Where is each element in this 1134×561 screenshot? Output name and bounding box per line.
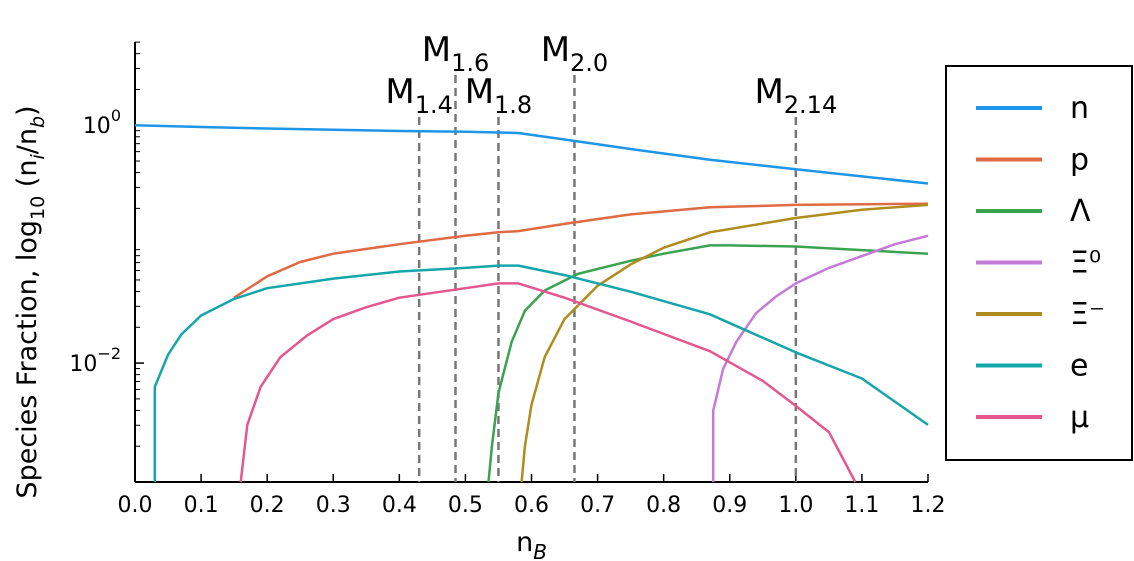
mass-marker-label: M1.4 [385,72,453,119]
series-line-Ξ⁰ [711,234,929,482]
x-tick-label: 0.0 [118,493,153,518]
y-axis-title-sub: b [27,116,49,128]
y-tick-label: 10−2 [69,344,121,377]
x-axis-title-base: n [516,527,533,558]
series-line-e [153,264,929,482]
y-axis-title-text: Species Fraction, log [12,220,43,499]
mass-marker-sub: 2.0 [570,49,608,77]
series-line-μ [239,282,857,483]
x-tick-label: 0.4 [382,493,417,518]
x-tick-label: 1.1 [844,493,879,518]
y-tick-label: 100 [83,106,121,139]
x-tick-label: 0.7 [580,493,615,518]
legend-label: n [1070,91,1089,126]
mass-marker-sub: 1.4 [415,91,453,119]
mass-marker-base: M [754,72,783,112]
y-tick-base: 10 [83,114,111,139]
x-tick-label: 0.5 [448,493,483,518]
x-axis-title: nB [516,527,547,561]
x-tick-label: 0.8 [646,493,681,518]
mass-marker-label: M2.14 [754,72,837,119]
y-axis-title-sub: 10 [27,196,49,220]
y-axis-title-sub: i [27,154,49,160]
mass-marker-label: M1.6 [422,30,490,77]
y-tick-exponent: −2 [97,344,121,363]
legend-label: e [1070,349,1088,384]
y-tick-exponent: 0 [111,106,121,125]
axes: 0.0 0.1 0.2 0.3 0.4 0.5 0.6 0.7 0.8 0.9 1.0 1.1 1.2 1… [12,41,946,561]
series-line-n [134,123,929,185]
mass-marker-sub: 1.8 [494,91,532,119]
legend-label: Λ [1070,194,1091,229]
series-line-Ξ⁻ [520,203,929,483]
series-line-p [233,202,929,299]
legend-label: Ξ⁻ [1070,297,1105,332]
series-layer [134,123,929,483]
y-tick-base: 10 [69,352,97,377]
y-axis-title: Species Fraction, log10 (ni/nb) [12,105,49,498]
x-axis-title-sub: B [533,540,547,561]
y-axis-title-text: /n [12,128,43,154]
mass-marker-sub: 1.6 [451,49,489,77]
mass-marker-label: M2.0 [541,30,609,77]
legend: npΛ Ξ⁰ Ξ⁻ eμ [945,65,1133,461]
x-tick-label: 0.6 [514,493,549,518]
legend-label: p [1070,143,1089,178]
mass-marker-base: M [422,30,451,70]
x-tick-label: 1.2 [911,493,946,518]
x-tick-label: 0.2 [250,493,285,518]
x-tick-label: 0.9 [712,493,747,518]
legend-label: Ξ⁰ [1070,246,1101,281]
series-line-Λ [487,244,929,483]
mass-markers: M1.4M1.6M1.8M2.0M2.14 [385,30,837,482]
mass-marker-sub: 2.14 [784,91,837,119]
mass-marker-label: M1.8 [465,72,533,119]
mass-marker-base: M [385,72,414,112]
y-axis-title-text: ) [12,105,43,116]
mass-marker-base: M [465,72,494,112]
x-tick-label: 0.3 [316,493,351,518]
legend-label: μ [1070,400,1089,435]
y-axis-title-text: (n [12,160,43,196]
mass-marker-base: M [541,30,570,70]
x-tick-label: 0.1 [184,493,219,518]
x-tick-label: 1.0 [778,493,813,518]
